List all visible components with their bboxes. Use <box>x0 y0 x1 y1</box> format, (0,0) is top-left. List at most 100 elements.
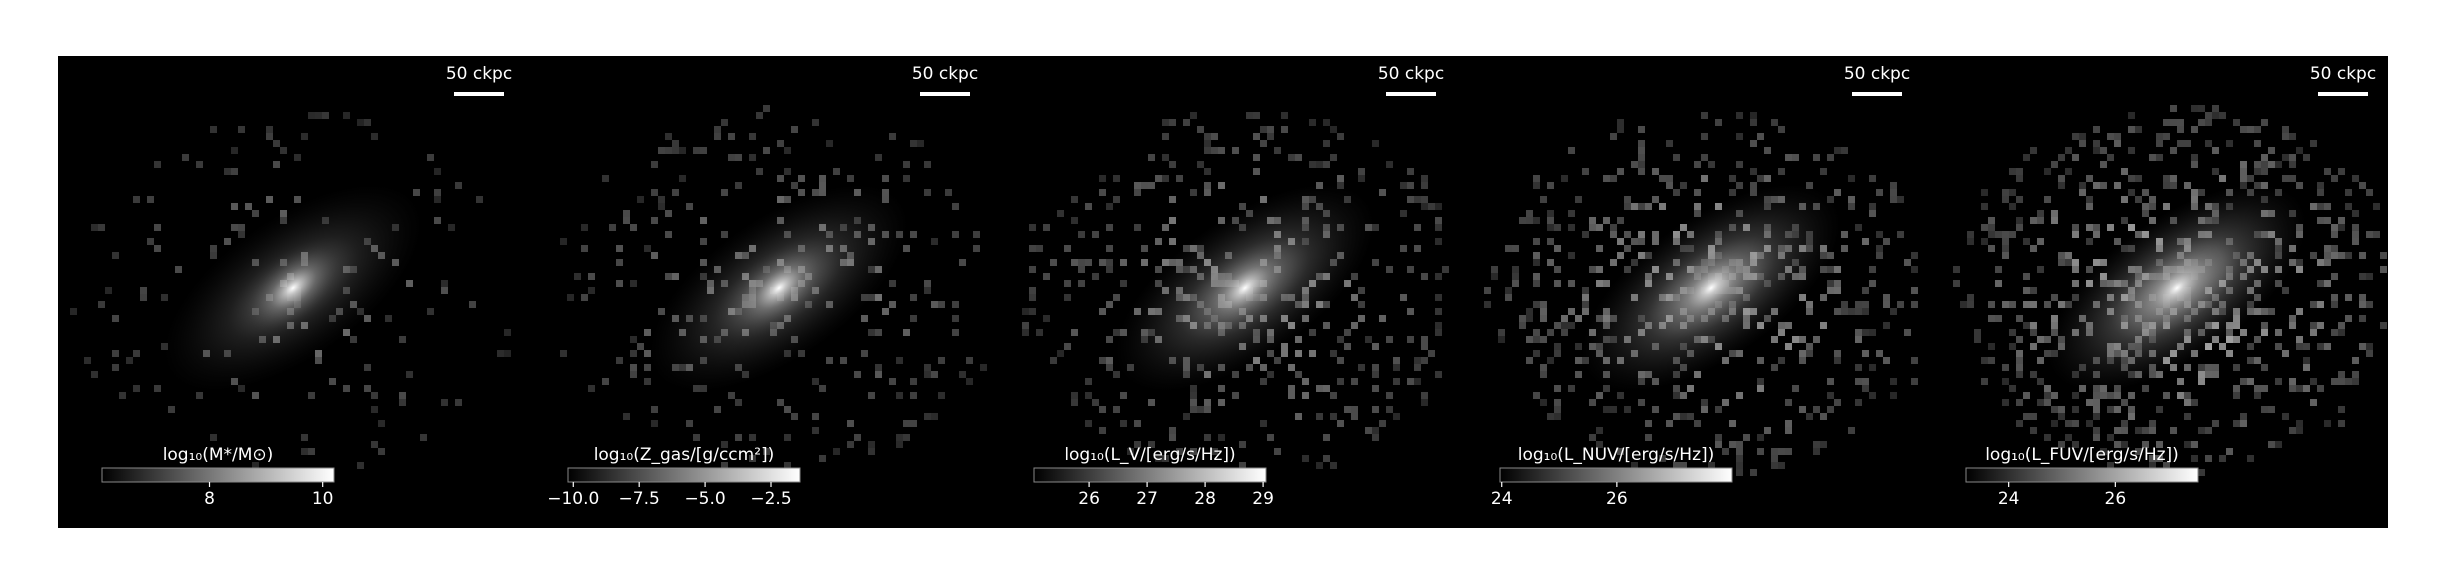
pixel <box>2212 168 2219 175</box>
pixel <box>147 196 154 203</box>
pixel <box>644 378 651 385</box>
pixel <box>791 413 798 420</box>
pixel <box>819 175 826 182</box>
pixel <box>1274 448 1281 455</box>
pixel <box>2016 217 2023 224</box>
pixel <box>2072 224 2079 231</box>
pixel <box>2338 329 2345 336</box>
pixel <box>875 371 882 378</box>
pixel <box>2079 189 2086 196</box>
pixel <box>2261 308 2268 315</box>
pixel <box>2016 175 2023 182</box>
pixel <box>1904 329 1911 336</box>
pixel <box>651 406 658 413</box>
pixel <box>875 329 882 336</box>
pixel <box>1421 357 1428 364</box>
pixel <box>2156 406 2163 413</box>
pixel <box>1491 273 1498 280</box>
pixel <box>840 357 847 364</box>
pixel <box>2359 273 2366 280</box>
pixel <box>2198 119 2205 126</box>
pixel <box>1085 259 1092 266</box>
panel: 50 ckpc log₁₀(Z_gas/[g/ccm²]) −10.0 −7.5 −5.… <box>547 64 987 509</box>
pixel <box>1645 434 1652 441</box>
pixel <box>644 245 651 252</box>
pixel <box>2163 462 2170 469</box>
pixel <box>2184 140 2191 147</box>
pixel <box>1407 308 1414 315</box>
pixel <box>2142 203 2149 210</box>
pixel <box>1064 294 1071 301</box>
galaxy-core <box>1198 245 1292 331</box>
pixel <box>2352 238 2359 245</box>
pixel <box>2086 196 2093 203</box>
pixel <box>1631 238 1638 245</box>
pixel <box>2359 315 2366 322</box>
pixel <box>1379 315 1386 322</box>
pixel <box>2072 231 2079 238</box>
pixel <box>2058 413 2065 420</box>
pixel <box>91 224 98 231</box>
pixel <box>2107 434 2114 441</box>
pixel <box>2072 259 2079 266</box>
pixel <box>1323 385 1330 392</box>
pixel <box>1099 189 1106 196</box>
pixel <box>1729 175 1736 182</box>
pixel <box>1834 280 1841 287</box>
pixel <box>1869 392 1876 399</box>
pixel <box>1078 266 1085 273</box>
pixel <box>1120 392 1127 399</box>
pixel <box>2198 105 2205 112</box>
pixel <box>2030 322 2037 329</box>
pixel <box>1365 336 1372 343</box>
pixel <box>931 413 938 420</box>
pixel <box>1365 427 1372 434</box>
pixel <box>1106 301 1113 308</box>
pixel <box>1141 245 1148 252</box>
pixel <box>903 161 910 168</box>
pixel <box>1106 203 1113 210</box>
pixel <box>1988 343 1995 350</box>
pixel <box>1785 322 1792 329</box>
pixel <box>1071 259 1078 266</box>
pixel <box>1561 329 1568 336</box>
pixel <box>112 350 119 357</box>
pixel <box>1820 413 1827 420</box>
pixel <box>1337 420 1344 427</box>
pixel <box>2002 252 2009 259</box>
colorbar-tick-label: 8 <box>204 489 215 509</box>
pixel <box>1869 175 1876 182</box>
pixel <box>2275 378 2282 385</box>
pixel <box>826 140 833 147</box>
pixel <box>2296 385 2303 392</box>
pixel <box>952 315 959 322</box>
pixel <box>924 413 931 420</box>
colorbar-tick-label: 26 <box>1078 489 1100 509</box>
pixel <box>1631 203 1638 210</box>
pixel <box>140 287 147 294</box>
pixel <box>910 294 917 301</box>
pixel <box>1197 126 1204 133</box>
pixel <box>2135 427 2142 434</box>
pixel <box>1169 161 1176 168</box>
pixel <box>224 238 231 245</box>
pixel <box>1736 161 1743 168</box>
pixel <box>2079 133 2086 140</box>
pixel <box>2023 154 2030 161</box>
pixel <box>2282 413 2289 420</box>
pixel <box>126 357 133 364</box>
pixel <box>1757 357 1764 364</box>
pixel <box>931 301 938 308</box>
scale-label: 50 ckpc <box>1844 64 1910 84</box>
pixel <box>2275 329 2282 336</box>
pixel <box>196 161 203 168</box>
pixel <box>630 371 637 378</box>
pixel <box>2198 469 2205 476</box>
pixel <box>2163 203 2170 210</box>
pixel <box>2212 371 2219 378</box>
pixel <box>1575 315 1582 322</box>
pixel <box>1652 196 1659 203</box>
pixel <box>2205 371 2212 378</box>
pixel <box>2114 406 2121 413</box>
